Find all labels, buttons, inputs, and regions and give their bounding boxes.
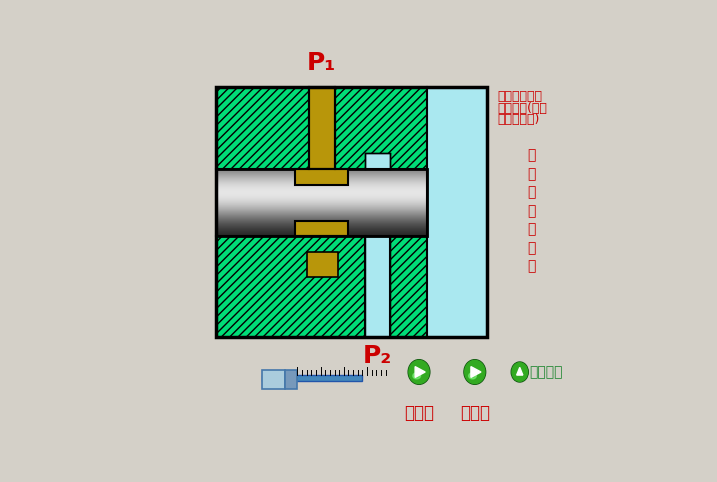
- Ellipse shape: [408, 360, 430, 384]
- Ellipse shape: [469, 373, 476, 379]
- Text: P₂: P₂: [363, 344, 391, 368]
- Text: 二: 二: [527, 186, 536, 200]
- Text: 通: 通: [527, 204, 536, 218]
- Bar: [389, 237, 487, 336]
- Polygon shape: [415, 367, 425, 377]
- Bar: [285, 370, 297, 389]
- Text: 二: 二: [527, 149, 536, 163]
- Polygon shape: [517, 367, 523, 375]
- Bar: [262, 370, 285, 389]
- Ellipse shape: [409, 361, 429, 384]
- Text: 换: 换: [527, 223, 536, 237]
- Bar: [216, 87, 487, 336]
- Text: 向: 向: [527, 241, 536, 255]
- Bar: [309, 87, 335, 170]
- Bar: [216, 237, 365, 336]
- Ellipse shape: [512, 363, 528, 381]
- Bar: [365, 237, 389, 336]
- Text: 位: 位: [527, 167, 536, 181]
- Text: P₁: P₁: [307, 51, 336, 75]
- Bar: [295, 170, 348, 185]
- Text: 工位一: 工位一: [404, 404, 434, 422]
- Text: 于一个开关): 于一个开关): [498, 113, 540, 126]
- Bar: [295, 221, 348, 237]
- Polygon shape: [471, 367, 481, 377]
- Bar: [216, 87, 487, 336]
- Bar: [216, 170, 427, 237]
- Text: 控制油路的接: 控制油路的接: [498, 90, 542, 103]
- Bar: [295, 221, 348, 237]
- Bar: [307, 252, 338, 277]
- Ellipse shape: [464, 360, 485, 384]
- Ellipse shape: [511, 362, 528, 382]
- Ellipse shape: [413, 373, 421, 379]
- Bar: [335, 87, 427, 170]
- Bar: [216, 87, 309, 170]
- Bar: [262, 375, 362, 381]
- Text: 返回上页: 返回上页: [529, 365, 563, 379]
- Text: 通与切断(相当: 通与切断(相当: [498, 102, 547, 115]
- Bar: [427, 87, 487, 170]
- Bar: [295, 170, 348, 185]
- Text: 閥: 閥: [527, 260, 536, 274]
- Text: 工位二: 工位二: [460, 404, 490, 422]
- Ellipse shape: [465, 361, 485, 384]
- Bar: [365, 152, 389, 170]
- Bar: [427, 87, 487, 336]
